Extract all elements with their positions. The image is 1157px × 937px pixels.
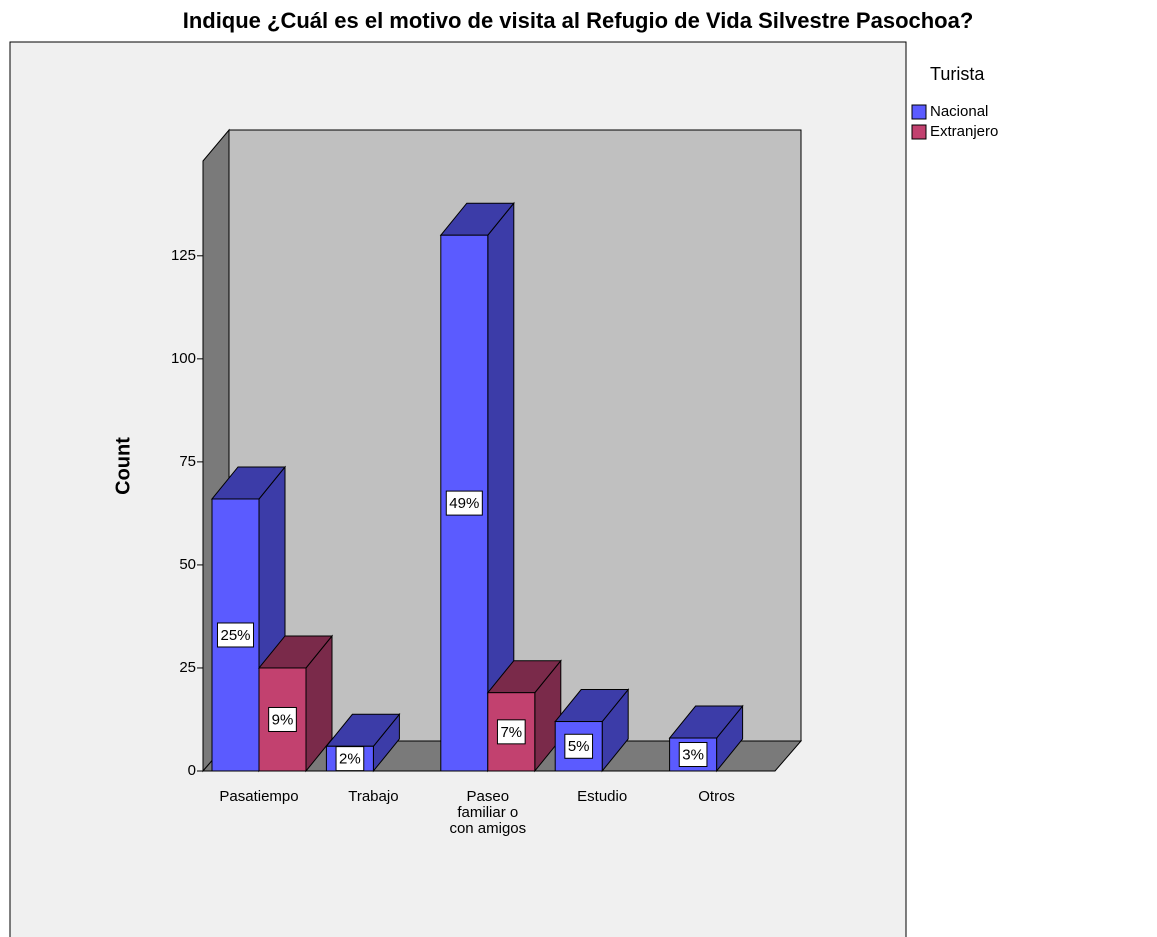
data-label: 49% [449, 495, 479, 512]
x-tick-label-box: Otros [698, 789, 735, 805]
legend-label: Nacional [930, 103, 988, 120]
legend-swatch [911, 104, 927, 120]
x-tick-label-box: Estudio [577, 789, 628, 805]
data-label: 9% [272, 711, 294, 728]
data-label-box [496, 719, 526, 745]
x-tick-label-box: Trabajo [348, 789, 399, 805]
y-tick-label: 100 [171, 350, 196, 367]
data-label-box [335, 746, 365, 772]
data-label: 2% [339, 751, 361, 768]
data-label: 25% [220, 627, 250, 644]
x-tick-label-box: Paseo familiar o con amigos [449, 789, 527, 837]
chart-title: Indique ¿Cuál es el motivo de visita al … [183, 8, 974, 33]
data-label: 3% [682, 746, 704, 763]
y-axis-label: Count [112, 437, 134, 495]
x-tick-label: Trabajo [348, 789, 399, 805]
legend-title: Turista [930, 64, 985, 84]
y-tick-label: 125 [171, 247, 196, 264]
x-tick-label: Pasatiempo [219, 789, 299, 805]
x-tick-label-box: Pasatiempo [219, 789, 299, 805]
data-label-box [445, 490, 483, 516]
data-label-box [564, 733, 594, 759]
x-tick-label: Paseo familiar o con amigos [449, 789, 527, 837]
legend-swatch [911, 124, 927, 140]
y-tick-label: 25 [179, 659, 196, 676]
data-label-box [678, 742, 708, 768]
data-label: 7% [500, 724, 522, 741]
legend-label: Extranjero [930, 123, 998, 140]
x-tick-label: Estudio [577, 789, 628, 805]
y-tick-label: 50 [179, 556, 196, 573]
y-tick-label: 75 [179, 453, 196, 470]
data-label-box [216, 622, 255, 648]
data-label: 5% [568, 738, 590, 755]
data-label-box [268, 706, 297, 732]
x-tick-label: Otros [698, 789, 735, 805]
y-tick-label: 0 [188, 762, 196, 779]
